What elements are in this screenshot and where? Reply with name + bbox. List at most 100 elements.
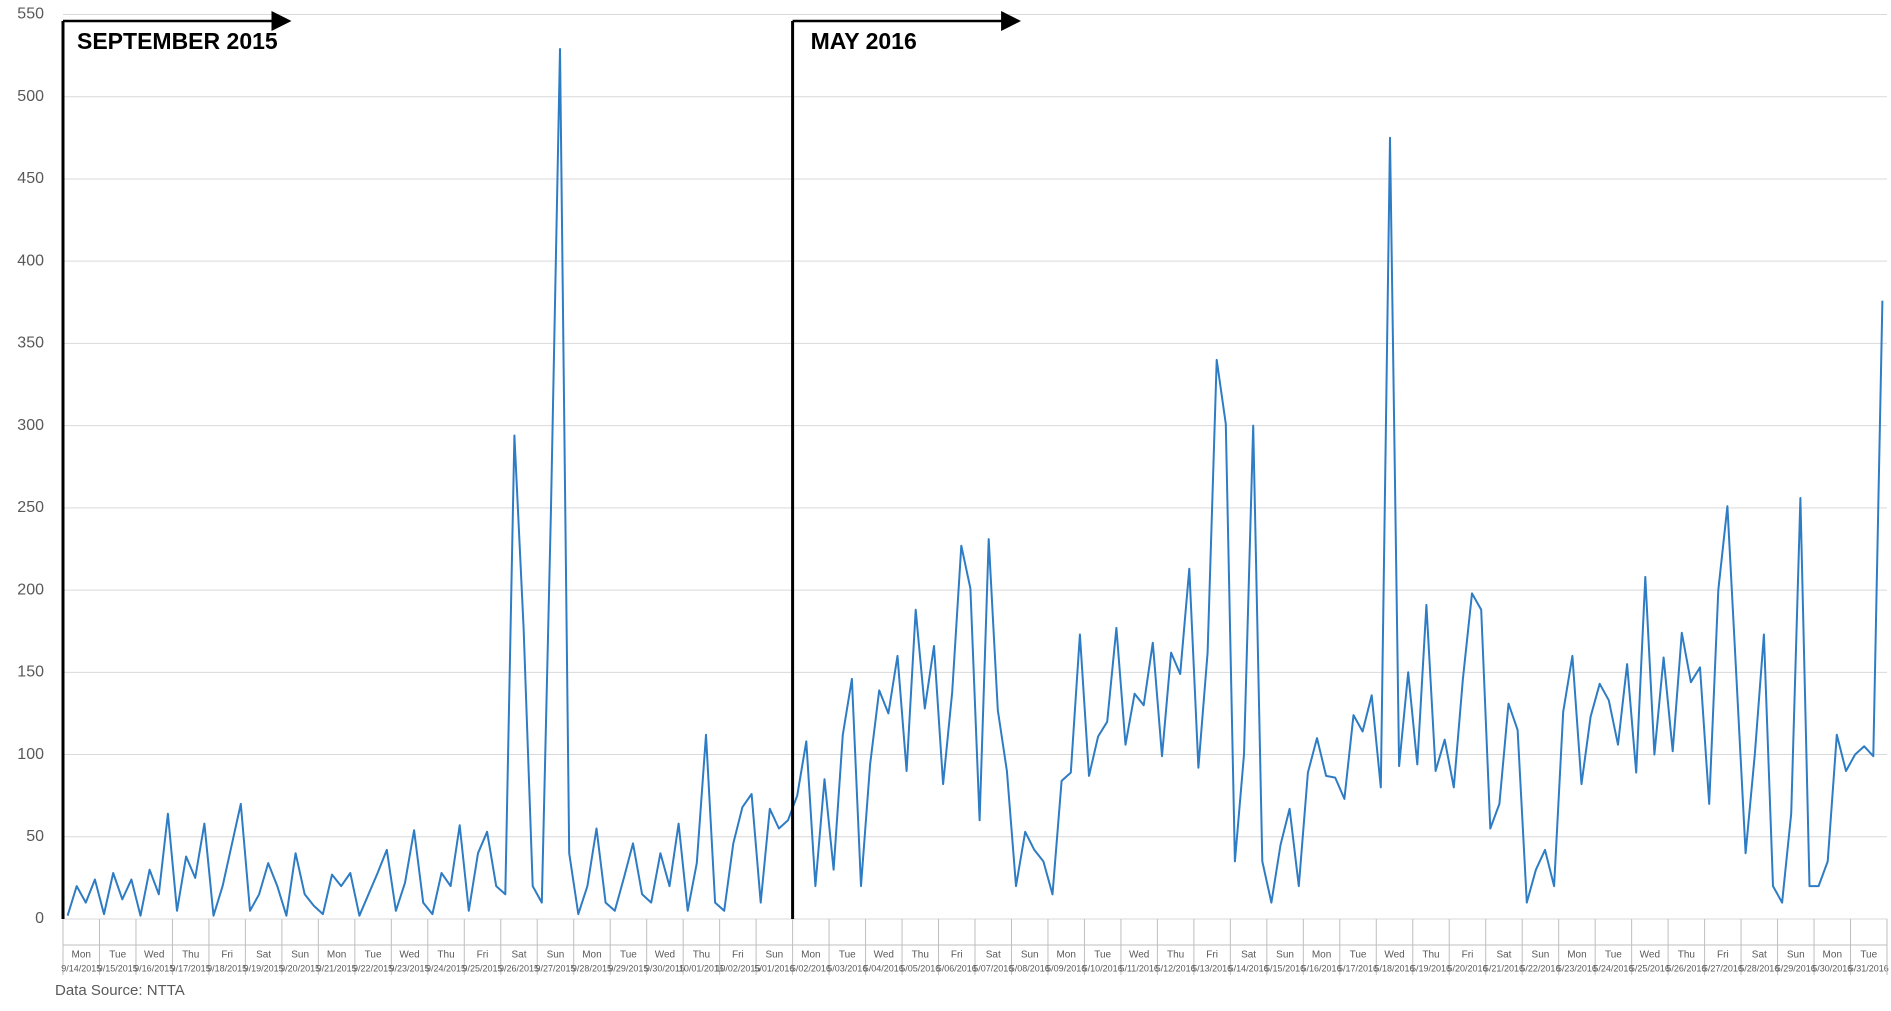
y-tick-label: 200 [17, 581, 44, 598]
weekday-label: Wed [1384, 950, 1404, 961]
weekday-label: Fri [1206, 950, 1218, 961]
date-label: 9/22/2015 [353, 963, 393, 973]
plot [66, 48, 1884, 917]
weekday-label: Fri [1717, 950, 1729, 961]
date-label: 9/24/2015 [426, 963, 466, 973]
weekday-label: Thu [1167, 950, 1184, 961]
weekday-label: Sun [291, 950, 309, 961]
weekday-label: Fri [477, 950, 489, 961]
weekday-label: Tue [1860, 950, 1877, 961]
weekday-label: Sat [1241, 950, 1256, 961]
date-label: 5/29/2016 [1776, 963, 1816, 973]
date-label: 5/25/2016 [1630, 963, 1670, 973]
weekday-label: Sat [1752, 950, 1767, 961]
y-tick-label: 50 [26, 828, 44, 845]
y-tick-label: 450 [17, 170, 44, 187]
y-tick-label: 100 [17, 746, 44, 763]
date-label: 5/22/2016 [1520, 963, 1560, 973]
date-label: 9/23/2015 [390, 963, 430, 973]
y-tick-label: 300 [17, 417, 44, 434]
y-tick-label: 550 [17, 6, 44, 23]
weekday-label: Thu [1678, 950, 1695, 961]
date-label: 5/08/2016 [1010, 963, 1050, 973]
y-tick-label: 500 [17, 88, 44, 105]
date-label: 9/30/2015 [645, 963, 685, 973]
weekday-label: Sun [1787, 950, 1805, 961]
weekday-label: Tue [1605, 950, 1622, 961]
y-tick-label: 0 [35, 910, 44, 927]
series-line [66, 48, 1884, 917]
weekday-label: Sat [986, 950, 1001, 961]
date-label: 5/03/2016 [827, 963, 867, 973]
weekday-label: Thu [437, 950, 454, 961]
y-tick-label: 250 [17, 499, 44, 516]
weekday-label: Wed [399, 950, 419, 961]
date-label: 5/10/2016 [1083, 963, 1123, 973]
date-label: 5/06/2016 [937, 963, 977, 973]
weekday-label: Tue [1350, 950, 1367, 961]
weekday-label: Fri [221, 950, 233, 961]
date-label: 5/20/2016 [1447, 963, 1487, 973]
date-label: 9/16/2015 [134, 963, 174, 973]
date-label: 9/26/2015 [499, 963, 539, 973]
date-label: 5/26/2016 [1666, 963, 1706, 973]
weekday-label: Thu [693, 950, 710, 961]
date-label: 9/27/2015 [535, 963, 575, 973]
date-label: 5/19/2016 [1411, 963, 1451, 973]
weekday-label: Mon [1312, 950, 1331, 961]
weekday-label: Tue [109, 950, 126, 961]
weekday-label: Mon [801, 950, 820, 961]
weekday-label: Wed [874, 950, 894, 961]
date-label: 5/28/2016 [1739, 963, 1779, 973]
weekday-label: Sun [547, 950, 565, 961]
weekday-label: Wed [144, 950, 164, 961]
source-note: Data Source: NTTA [55, 982, 185, 999]
date-label: 5/14/2016 [1229, 963, 1269, 973]
weekday-label: Sun [1021, 950, 1039, 961]
date-label: 5/24/2016 [1593, 963, 1633, 973]
date-label: 9/29/2015 [608, 963, 648, 973]
weekday-label: Mon [1823, 950, 1842, 961]
weekday-label: Sat [1496, 950, 1511, 961]
date-label: 5/09/2016 [1046, 963, 1086, 973]
weekday-label: Thu [912, 950, 929, 961]
date-label: 9/21/2015 [317, 963, 357, 973]
weekday-label: Fri [732, 950, 744, 961]
date-label: 9/18/2015 [207, 963, 247, 973]
date-label: 5/13/2016 [1192, 963, 1232, 973]
y-tick-label: 150 [17, 664, 44, 681]
y-tick-label: 400 [17, 252, 44, 269]
date-label: 9/28/2015 [572, 963, 612, 973]
date-label: 5/27/2016 [1703, 963, 1743, 973]
date-label: 5/05/2016 [900, 963, 940, 973]
weekday-label: Tue [1094, 950, 1111, 961]
weekday-label: Sun [1532, 950, 1550, 961]
weekday-label: Sun [765, 950, 783, 961]
date-label: 9/19/2015 [244, 963, 284, 973]
date-label: 5/04/2016 [864, 963, 904, 973]
date-label: 5/07/2016 [973, 963, 1013, 973]
weekday-label: Tue [365, 950, 382, 961]
weekday-label: Sun [1276, 950, 1294, 961]
annotations: SEPTEMBER 2015 MAY 2016 [61, 11, 1022, 919]
weekday-label: Tue [839, 950, 856, 961]
weekday-label: Thu [182, 950, 199, 961]
date-label: 5/18/2016 [1374, 963, 1414, 973]
weekday-label: Mon [327, 950, 346, 961]
weekday-label: Fri [1462, 950, 1474, 961]
weekday-label: Tue [620, 950, 637, 961]
date-label: 9/15/2015 [98, 963, 138, 973]
date-label: 5/11/2016 [1119, 963, 1158, 973]
y-tick-label: 350 [17, 335, 44, 352]
date-label: 5/23/2016 [1557, 963, 1597, 973]
weekday-label: Mon [1056, 950, 1075, 961]
date-label: 5/30/2016 [1812, 963, 1852, 973]
date-label: 10/01/2015 [679, 963, 724, 973]
grid: 0 50 100 150 200 250 300 350 400 450 500 550 [17, 6, 1887, 927]
date-label: 9/20/2015 [280, 963, 320, 973]
weekday-label: Sat [256, 950, 271, 961]
weekday-label: Fri [951, 950, 963, 961]
weekday-label: Thu [1422, 950, 1439, 961]
